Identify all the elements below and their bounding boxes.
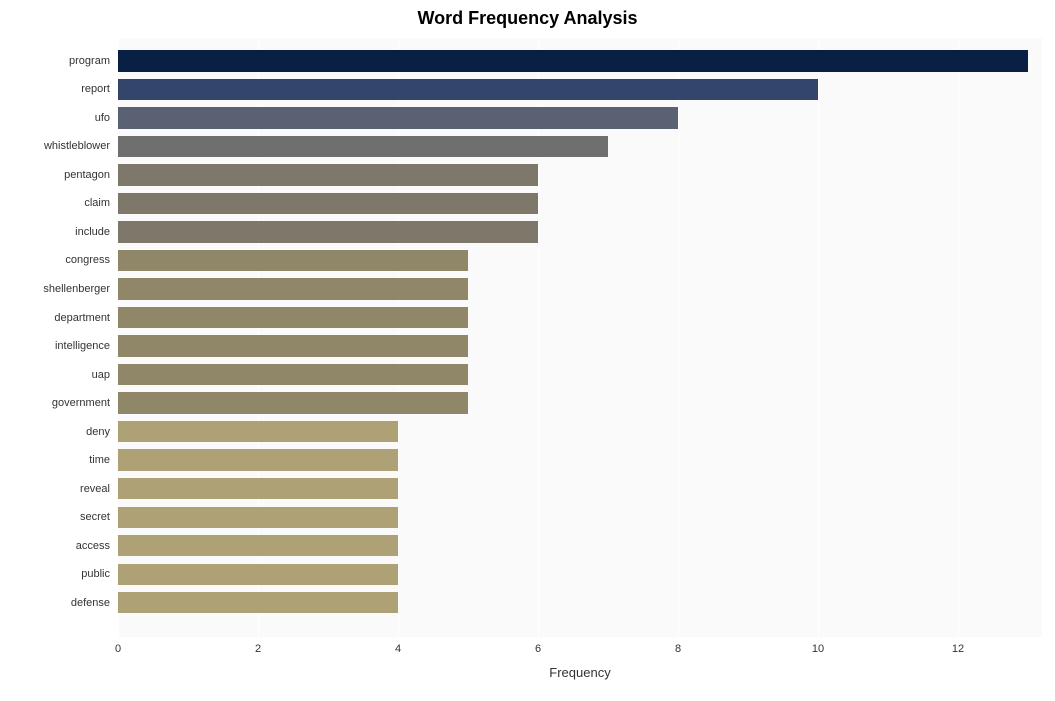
y-tick-label: report [0, 83, 110, 95]
bar [118, 193, 538, 214]
x-tick-label: 12 [952, 643, 964, 655]
gridline [818, 38, 819, 637]
y-tick-label: uap [0, 369, 110, 381]
bar [118, 478, 398, 499]
x-tick-label: 0 [115, 643, 121, 655]
bar [118, 535, 398, 556]
bar [118, 107, 678, 128]
x-tick-label: 6 [535, 643, 541, 655]
y-tick-label: ufo [0, 112, 110, 124]
chart-title: Word Frequency Analysis [0, 8, 1055, 29]
y-tick-label: time [0, 454, 110, 466]
bar [118, 221, 538, 242]
x-tick-label: 10 [812, 643, 824, 655]
bar [118, 392, 468, 413]
x-tick-label: 2 [255, 643, 261, 655]
bar [118, 307, 468, 328]
y-tick-label: access [0, 540, 110, 552]
bar [118, 421, 398, 442]
bar [118, 335, 468, 356]
y-tick-label: congress [0, 254, 110, 266]
bar [118, 136, 608, 157]
y-tick-label: pentagon [0, 169, 110, 181]
y-tick-label: government [0, 397, 110, 409]
y-tick-label: secret [0, 511, 110, 523]
x-tick-label: 8 [675, 643, 681, 655]
bar [118, 449, 398, 470]
bar [118, 564, 398, 585]
y-tick-label: public [0, 568, 110, 580]
y-tick-label: defense [0, 597, 110, 609]
chart-container: Word Frequency Analysis Frequency 0 2 4 6 8 1… [0, 0, 1055, 701]
bar [118, 79, 818, 100]
plot-area [118, 38, 1042, 637]
bar [118, 250, 468, 271]
y-tick-label: deny [0, 426, 110, 438]
gridline [678, 38, 679, 637]
bar [118, 278, 468, 299]
bar [118, 364, 468, 385]
bar [118, 50, 1028, 71]
y-tick-label: program [0, 55, 110, 67]
y-tick-label: department [0, 312, 110, 324]
bar [118, 592, 398, 613]
y-tick-label: reveal [0, 483, 110, 495]
gridline [958, 38, 959, 637]
y-tick-label: include [0, 226, 110, 238]
bar [118, 507, 398, 528]
y-tick-label: whistleblower [0, 140, 110, 152]
y-tick-label: intelligence [0, 340, 110, 352]
x-tick-label: 4 [395, 643, 401, 655]
bar [118, 164, 538, 185]
x-axis-label: Frequency [549, 665, 610, 680]
y-tick-label: shellenberger [0, 283, 110, 295]
y-tick-label: claim [0, 197, 110, 209]
